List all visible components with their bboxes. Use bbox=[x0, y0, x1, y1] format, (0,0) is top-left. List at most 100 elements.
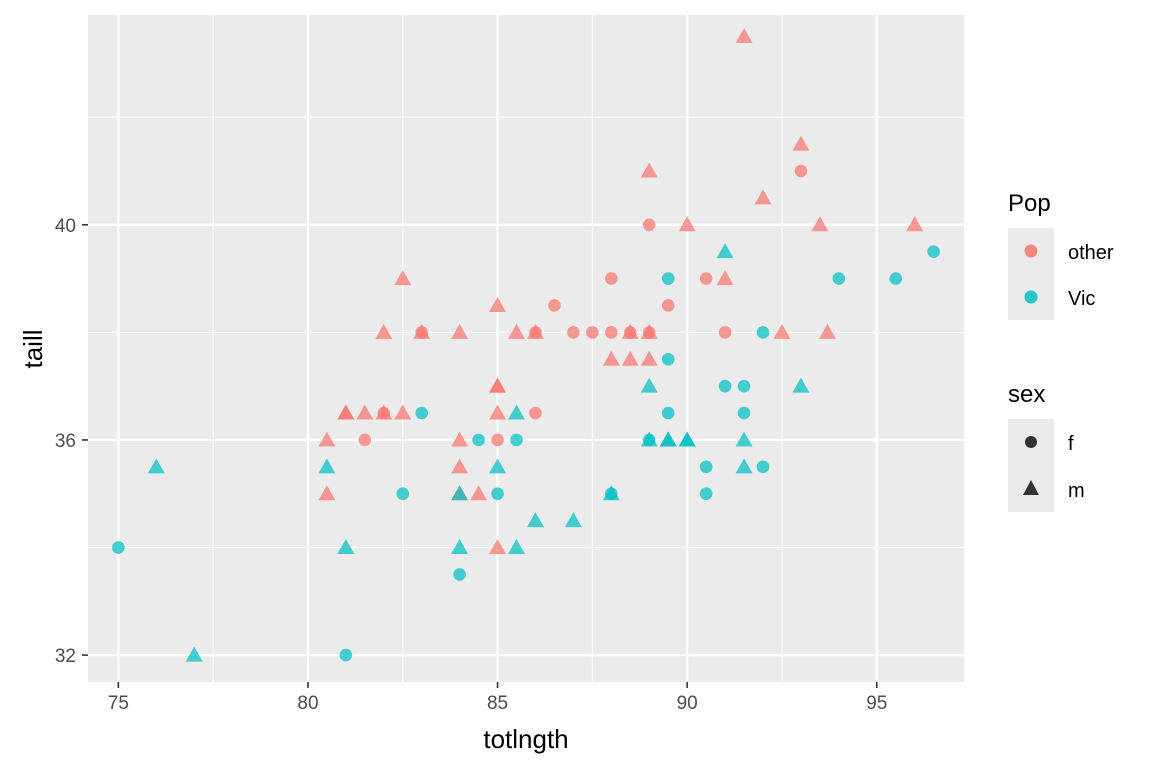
data-point-other-m bbox=[318, 485, 336, 501]
data-point-other-m bbox=[318, 431, 336, 447]
data-point-other-m bbox=[337, 404, 355, 420]
data-point-other-m bbox=[818, 323, 836, 339]
data-point-vic-f bbox=[339, 648, 353, 662]
data-point-other-m bbox=[621, 350, 639, 366]
data-point-vic-m bbox=[318, 458, 336, 474]
data-point-vic-f bbox=[472, 433, 485, 447]
x-axis-label: totlngth bbox=[483, 724, 568, 754]
data-point-vic-f bbox=[737, 379, 751, 393]
data-point-other-f bbox=[623, 326, 637, 339]
data-point-other-m bbox=[394, 270, 412, 286]
grid-lines bbox=[88, 15, 964, 682]
data-point-vic-m bbox=[508, 404, 526, 420]
data-point-other-m bbox=[640, 162, 658, 178]
data-point-vic-f bbox=[756, 326, 770, 339]
data-point-other-m bbox=[792, 135, 810, 151]
x-tick-label: 95 bbox=[866, 693, 887, 714]
x-tick-label: 85 bbox=[487, 693, 508, 714]
y-tick-label: 40 bbox=[55, 216, 76, 237]
legend-pop: Pop other Vic bbox=[1008, 190, 1114, 320]
data-point-vic-f bbox=[927, 245, 940, 258]
data-point-vic-f bbox=[415, 406, 429, 420]
data-point-other-f bbox=[586, 326, 599, 339]
x-tick-label: 80 bbox=[297, 693, 318, 714]
data-point-other-m bbox=[640, 350, 658, 366]
data-point-other-m bbox=[678, 216, 696, 232]
legend-sex-f-key bbox=[1025, 436, 1037, 448]
data-point-vic-m bbox=[451, 485, 469, 501]
legend-sex-title: sex bbox=[1008, 381, 1045, 408]
data-point-vic-m bbox=[735, 431, 753, 447]
data-point-vic-f bbox=[832, 272, 846, 285]
data-point-vic-f bbox=[699, 460, 713, 474]
data-point-other-f bbox=[567, 326, 580, 339]
data-point-other-m bbox=[489, 539, 507, 555]
data-point-vic-m bbox=[337, 539, 355, 555]
data-point-other-m bbox=[811, 216, 829, 232]
data-point-other-f bbox=[529, 406, 542, 420]
data-point-vic-f bbox=[491, 487, 504, 501]
data-point-vic-m bbox=[659, 431, 677, 447]
data-point-other-m bbox=[716, 270, 734, 286]
data-point-other-f bbox=[661, 299, 675, 312]
data-point-other-m bbox=[489, 404, 507, 420]
data-point-vic-m bbox=[640, 431, 658, 447]
legend-sex-f-label: f bbox=[1068, 433, 1074, 455]
data-point-vic-f bbox=[718, 379, 732, 393]
legend-sex-key-bg bbox=[1008, 419, 1054, 512]
data-point-vic-m bbox=[716, 243, 734, 259]
data-point-other-m bbox=[508, 323, 526, 339]
data-point-other-f bbox=[377, 406, 391, 420]
data-point-other-f bbox=[415, 326, 429, 339]
data-point-other-m bbox=[602, 350, 620, 366]
data-point-other-m bbox=[489, 377, 507, 393]
axes: 75 80 85 90 95 32 36 40 bbox=[55, 216, 887, 714]
data-point-vic-f bbox=[737, 406, 751, 420]
data-point-vic-m bbox=[640, 377, 658, 393]
data-point-vic-m bbox=[564, 512, 582, 528]
legend-sex-m-key bbox=[1023, 480, 1039, 495]
data-point-other-f bbox=[491, 433, 504, 447]
data-point-other-f bbox=[548, 299, 561, 312]
legend-sex-m-label: m bbox=[1068, 480, 1085, 502]
data-points bbox=[112, 28, 940, 662]
data-point-vic-f bbox=[605, 487, 618, 501]
data-point-other-m bbox=[451, 458, 469, 474]
data-point-vic-f bbox=[112, 541, 125, 554]
legend-pop-other-key bbox=[1024, 244, 1038, 258]
data-point-other-f bbox=[358, 433, 372, 447]
data-point-vic-m bbox=[508, 539, 526, 555]
data-point-other-f bbox=[605, 326, 618, 339]
data-point-other-m bbox=[356, 404, 374, 420]
data-point-other-f bbox=[794, 164, 808, 178]
data-point-vic-m bbox=[185, 646, 203, 662]
data-point-other-m bbox=[906, 216, 924, 232]
data-point-vic-f bbox=[699, 487, 713, 501]
legend-pop-vic-key bbox=[1024, 290, 1038, 304]
data-point-vic-f bbox=[756, 460, 770, 474]
data-point-vic-f bbox=[661, 272, 675, 285]
legend-pop-other-label: other bbox=[1068, 242, 1114, 264]
data-point-vic-f bbox=[661, 352, 675, 366]
x-tick-label: 75 bbox=[108, 693, 129, 714]
data-point-other-f bbox=[529, 326, 542, 339]
data-point-other-m bbox=[773, 323, 791, 339]
data-point-vic-m bbox=[735, 458, 753, 474]
legend-sex: sex f m bbox=[1008, 381, 1085, 512]
data-point-other-m bbox=[394, 404, 412, 420]
data-point-vic-m bbox=[489, 458, 507, 474]
y-tick-label: 32 bbox=[55, 646, 76, 667]
y-tick-label: 36 bbox=[55, 431, 76, 452]
data-point-vic-f bbox=[661, 406, 675, 420]
data-point-vic-m bbox=[451, 539, 469, 555]
data-point-vic-f bbox=[396, 487, 410, 501]
data-point-other-m bbox=[754, 189, 772, 205]
legend-pop-title: Pop bbox=[1008, 190, 1051, 217]
data-point-vic-f bbox=[453, 568, 466, 581]
data-point-other-m bbox=[489, 296, 507, 312]
legend-pop-vic-label: Vic bbox=[1068, 288, 1095, 310]
panel-background bbox=[88, 15, 964, 682]
data-point-other-m bbox=[735, 28, 753, 44]
data-point-other-m bbox=[451, 323, 469, 339]
data-point-vic-f bbox=[510, 433, 523, 447]
